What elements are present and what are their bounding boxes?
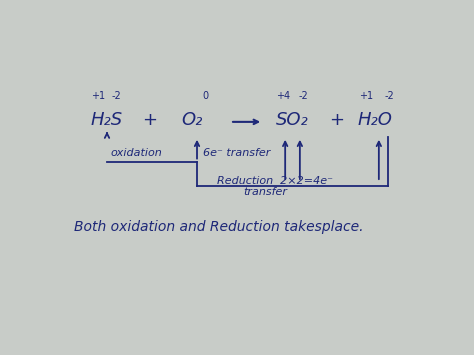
Text: -2: -2 xyxy=(385,91,395,102)
Text: +1: +1 xyxy=(91,91,105,102)
Text: +: + xyxy=(142,111,157,129)
Text: transfer: transfer xyxy=(243,187,287,197)
Text: H₂S: H₂S xyxy=(91,111,123,129)
Text: Both oxidation and Reduction takesplace.: Both oxidation and Reduction takesplace. xyxy=(74,220,364,234)
Text: O₂: O₂ xyxy=(181,111,202,129)
Text: SO₂: SO₂ xyxy=(276,111,309,129)
Text: -2: -2 xyxy=(299,91,309,102)
Text: 6e⁻ transfer: 6e⁻ transfer xyxy=(202,148,270,158)
Text: -2: -2 xyxy=(111,91,121,102)
Text: +1: +1 xyxy=(359,91,373,102)
Text: 0: 0 xyxy=(202,91,209,102)
Text: +: + xyxy=(329,111,344,129)
Text: oxidation: oxidation xyxy=(110,148,162,158)
Text: Reduction  2×2=4e⁻: Reduction 2×2=4e⁻ xyxy=(217,176,333,186)
Text: H₂O: H₂O xyxy=(358,111,392,129)
Text: +4: +4 xyxy=(276,91,291,102)
